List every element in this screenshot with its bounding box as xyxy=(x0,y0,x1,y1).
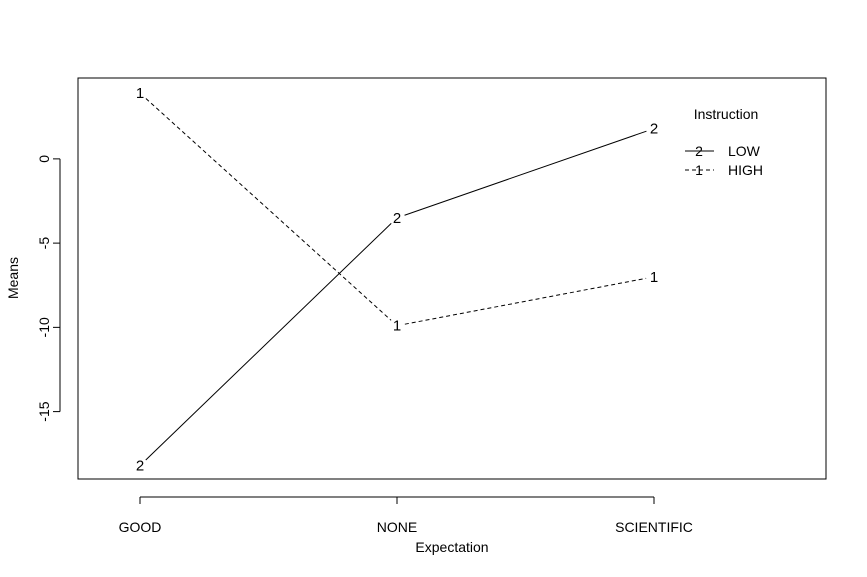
series-segment xyxy=(145,98,392,321)
legend-label: HIGH xyxy=(728,162,763,178)
y-tick-label: -10 xyxy=(36,317,52,337)
x-tick-label: NONE xyxy=(377,519,417,535)
legend-title: Instruction xyxy=(694,106,759,122)
data-point-marker: 2 xyxy=(393,210,401,227)
series-layer: 2 2 2 1 1 1 xyxy=(136,85,658,474)
plot-frame xyxy=(77,77,827,480)
data-point-marker: 1 xyxy=(650,269,658,286)
x-tick-label: SCIENTIFIC xyxy=(615,519,693,535)
data-point-marker: 2 xyxy=(136,458,144,475)
legend-marker: 2 xyxy=(695,143,703,159)
legend-label: LOW xyxy=(728,143,761,159)
x-axis-label: Expectation xyxy=(415,539,488,555)
x-tick-label: GOOD xyxy=(119,519,162,535)
x-axis: GOOD NONE SCIENTIFIC xyxy=(119,496,693,535)
data-point-marker: 1 xyxy=(136,85,144,102)
series-segment xyxy=(404,277,647,325)
legend-marker: 1 xyxy=(695,162,703,178)
series-low: 2 2 2 xyxy=(136,121,658,475)
data-point-marker: 2 xyxy=(650,121,658,138)
y-axis-label: Means xyxy=(5,257,21,299)
y-tick-label: -5 xyxy=(36,237,52,250)
legend: Instruction 2 LOW 1 HIGH xyxy=(685,106,763,178)
y-tick-label: -15 xyxy=(36,401,52,421)
series-segment xyxy=(404,130,647,216)
series-high: 1 1 1 xyxy=(136,85,658,335)
data-point-marker: 1 xyxy=(393,318,401,335)
y-tick-label: 0 xyxy=(36,155,52,163)
series-segment xyxy=(145,223,392,461)
y-axis: -15 -10 -5 0 xyxy=(36,155,61,422)
